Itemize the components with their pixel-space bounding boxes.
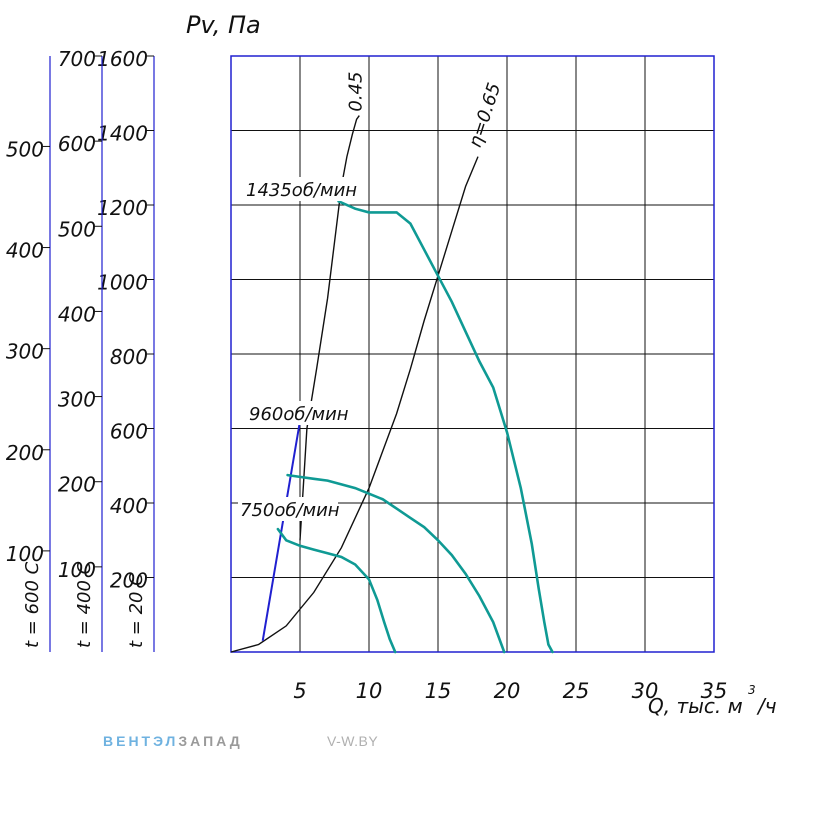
y-scale-temperature-label: t = 20 С [126,573,147,648]
y-scale-tick-label: 600 [110,420,148,444]
y-scale-tick-label: 400 [58,302,96,326]
y-scale-tick-label: 500 [6,137,44,161]
y-scale-tick-label: 500 [58,217,96,241]
efficiency-label-065: η=0.65 [465,80,506,150]
x-tick-label: 5 [293,679,306,703]
fan-curve-1 [286,473,506,654]
chart-grid [231,56,714,652]
x-tick-label: 25 [563,679,590,703]
plot-border [230,55,715,653]
x-axis: 5 10 15 20 25 30 35 [293,679,727,703]
x-tick-label: 35 [701,679,728,703]
y-scale-tick-label: 1600 [97,47,148,71]
y-scale-tick-label: 100 [58,558,96,582]
y-scale-tick-label: 600 [58,132,96,156]
y-axis-label: Pv, Па [186,11,261,39]
fan-curve-0 [337,200,554,654]
y-scale-tick-label: 400 [6,239,44,263]
brand-logo: ВЕНТЭЛЗАПАД [103,733,243,749]
efficiency-label-045: 0.45 [345,72,366,112]
plot-frame [230,55,715,653]
brand-site: V-W.BY [327,733,379,749]
fan-curve-label-bg [238,497,338,521]
y-scale-temperature-label: t = 600 С [22,561,43,648]
efficiency-curve [299,115,360,541]
y-scale-tick-label: 300 [58,388,96,412]
y-scale-tick-label: 300 [6,340,44,364]
y-scale-tick-label: 1400 [97,122,148,146]
x-tick-label: 10 [356,679,383,703]
brand-part2: ЗАПАД [178,733,243,749]
x-axis-label-sup: 3 [748,683,756,697]
x-tick-label: 15 [425,679,452,703]
y-scale-tick-label: 800 [110,345,148,369]
y-scale-tick-label: 100 [6,542,44,566]
system-line [261,420,301,641]
y-scale-temperature-label: t = 400 С [74,561,95,648]
x-axis-label-tail: /ч [756,694,777,718]
fan-curve-label-1: 960об/мин [249,404,349,425]
y-scale-tick-label: 400 [110,494,148,518]
y-scale-2: 100 200 300 400 500 t = 600 С [6,56,51,652]
efficiency-curve [230,156,479,653]
fan-curve-2 [276,527,397,654]
brand-part1: ВЕНТЭЛ [103,733,179,749]
x-axis-label: Q, тыс. м [648,694,743,718]
y-scale-tick-label: 1000 [97,271,148,295]
chart-labels: Pv, Па Q, тыс. м 3 /ч [186,11,777,718]
fan-curve-label-bg [244,177,352,201]
y-scale-1: 100 200 300 400 500 600 700 t = 400 С [58,47,103,652]
curves: 0.45 η=0.65 1435об/мин 960об/мин 750об/мин [230,72,554,654]
fan-curve-label-2: 750об/мин [240,500,340,521]
y-scale-tick-label: 200 [58,473,96,497]
x-tick-label: 20 [494,679,521,703]
fan-curve-label-0: 1435об/мин [246,180,357,201]
y-scale-tick-label: 200 [6,441,44,465]
x-tick-label: 30 [632,679,659,703]
y-scale-tick-label: 700 [58,47,96,71]
fan-curve-label-bg [247,401,355,425]
y-scale-tick-label: 1200 [97,196,148,220]
y-scale-0: 200 400 600 800 1000 1200 1400 1600 t = 20 С [97,47,155,652]
y-scale-tick-label: 200 [110,569,148,593]
